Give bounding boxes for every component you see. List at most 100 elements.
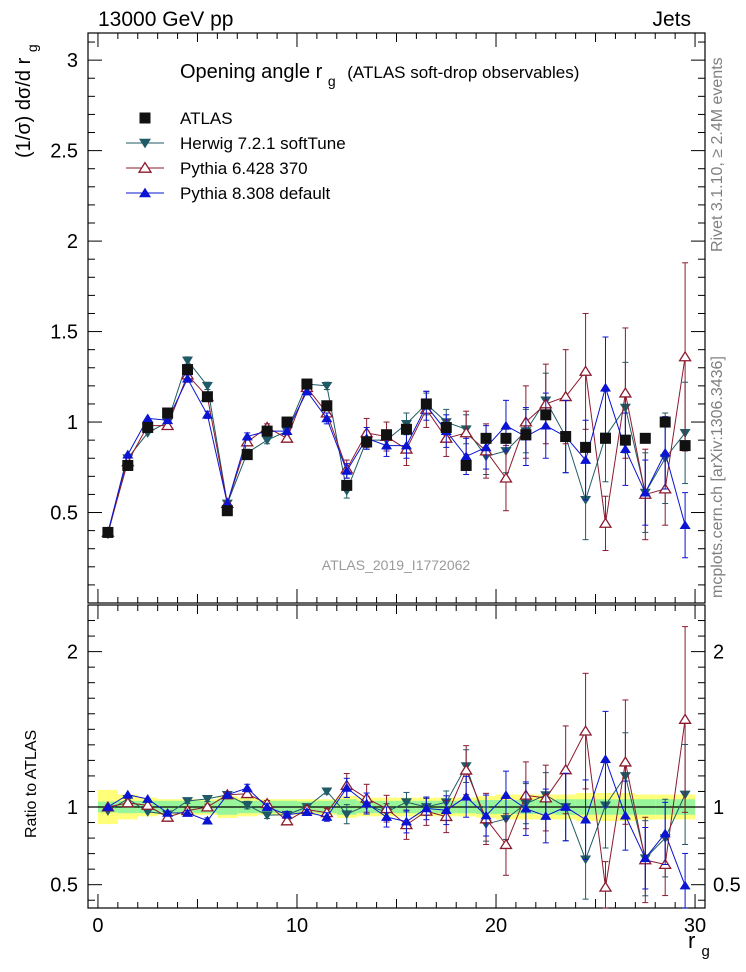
ratio-series-point (381, 812, 393, 821)
data-point (460, 459, 472, 471)
ratio-series-line (107, 757, 686, 886)
series-point (182, 356, 194, 366)
series-point (261, 436, 273, 446)
series-point (240, 435, 254, 447)
data-point (162, 407, 174, 419)
data-point (420, 398, 432, 410)
legend-marker (139, 138, 151, 149)
data-point (560, 431, 572, 443)
series-point (341, 465, 353, 475)
data-point (301, 378, 313, 390)
header-energy-label: 13000 GeV pp (98, 8, 233, 31)
data-point (361, 436, 373, 448)
ratio-series-point (240, 787, 254, 799)
ratio-series-point (201, 794, 213, 804)
side-mcplots-label: mcplots.cern.ch [arXiv:1306.3436] (709, 356, 726, 598)
series-point (321, 413, 333, 423)
series-point (678, 350, 692, 362)
ratio-series-point (221, 789, 233, 799)
y-tick-label: 1 (67, 412, 78, 434)
series-point (281, 426, 293, 435)
ratio-series-point (480, 810, 492, 820)
ratio-series-point (599, 754, 611, 764)
ratio-panel-border (87, 604, 706, 909)
series-point (280, 432, 294, 443)
ratio-series-point (499, 838, 513, 850)
series-point (460, 451, 472, 461)
ratio-series-point (578, 724, 593, 736)
ratio-series-point (121, 796, 135, 808)
ratio-series-point (321, 812, 333, 821)
main-panel-series (101, 262, 692, 559)
y-axis-label-main: (1/σ) dσ/d r (13, 57, 35, 158)
series-point (381, 440, 393, 450)
series-point (142, 413, 154, 423)
series-line (107, 377, 686, 533)
data-point (520, 429, 532, 441)
data-point (321, 400, 333, 412)
y-tick-label: 2 (67, 231, 78, 253)
y-tick-label: 1.5 (50, 322, 78, 344)
ratio-series-point (182, 808, 194, 817)
series-point (301, 386, 313, 396)
ratio-series-point (280, 814, 294, 826)
ratio-series-point (400, 798, 412, 808)
data-point (281, 416, 293, 428)
series-point (221, 498, 233, 508)
legend-label: Pythia 8.308 default (180, 184, 331, 203)
ratio-series-point (639, 853, 651, 863)
y-axis-label: (1/σ) dσ/d r g (13, 44, 40, 158)
ratio-series-point (560, 802, 572, 811)
data-point (341, 479, 353, 491)
chart-title-rest: (ATLAS soft-drop observables) (347, 63, 579, 82)
side-rivet-label: Rivet 3.1.10, ≥ 2.4M events (709, 57, 726, 252)
legend-label: Herwig 7.2.1 softTune (180, 134, 346, 153)
series-point (580, 496, 592, 505)
ratio-series-point (540, 811, 552, 820)
ratio-series-point (659, 828, 671, 838)
ratio-series-point (440, 805, 452, 815)
x-axis-label-subscript: g (701, 943, 709, 960)
ratio-series-point (520, 803, 532, 813)
ratio-series-point (361, 798, 373, 808)
ratio-series-line (107, 764, 686, 861)
ratio-series-point (160, 811, 175, 822)
series-point (559, 390, 573, 402)
ratio-series-point (301, 807, 313, 816)
x-tick-label: 0 (92, 915, 103, 937)
legend-marker (139, 187, 151, 198)
legend-label: Pythia 6.428 370 (180, 159, 308, 178)
data-point (122, 459, 134, 471)
x-axis-label: r g (688, 928, 710, 960)
series-point (201, 382, 213, 391)
legend-label: ATLAS (180, 109, 233, 128)
data-point (381, 429, 393, 441)
data-point (400, 423, 412, 435)
data-point (142, 421, 154, 433)
ratio-panel-series (101, 626, 692, 909)
y-tick-label: 0.5 (50, 503, 78, 525)
ratio-series-point (241, 783, 253, 792)
x-tick-label: 20 (485, 915, 507, 937)
ratio-series-point (420, 803, 432, 813)
ratio-series-point (281, 809, 293, 819)
series-point (619, 444, 631, 454)
ratio-series-point (200, 800, 215, 812)
series-point (639, 487, 651, 497)
ratio-series-point (141, 799, 155, 810)
ratio-series-point (321, 787, 333, 797)
ratio-tick-label: 2 (713, 642, 724, 664)
data-point (201, 391, 213, 403)
ratio-panel-frame: 0 10 20 30 0.5 0.5 1 1 2 2 (50, 604, 741, 937)
data-point (679, 440, 691, 452)
analysis-watermark: ATLAS_2019_I1772062 (322, 557, 471, 573)
series-point (201, 409, 213, 419)
data-point (241, 449, 253, 461)
data-point (261, 425, 273, 437)
series-point (580, 455, 592, 464)
y-tick-label: 3 (67, 50, 78, 72)
header-process-label: Jets (652, 8, 691, 31)
data-point (102, 526, 114, 538)
data-point (599, 432, 611, 444)
